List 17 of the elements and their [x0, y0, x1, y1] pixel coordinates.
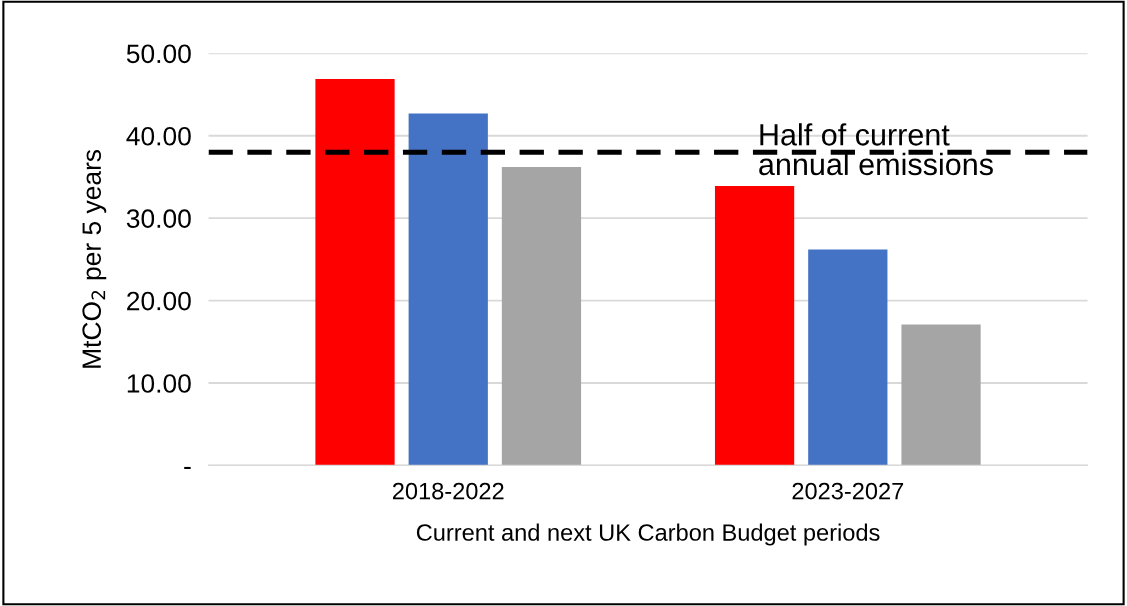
- x-axis-title: Current and next UK Carbon Budget periods: [416, 523, 880, 546]
- bar: [315, 78, 395, 466]
- y-axis-title: MtCO$_{2}$ per 5 years: [82, 149, 107, 368]
- x-tick-label: 2023-2027: [792, 482, 904, 500]
- y-tick-label: 40.00: [126, 126, 191, 146]
- x-tick-label: 2018-2022: [392, 482, 504, 500]
- y-tick-label: 30.00: [126, 209, 191, 228]
- bar: [501, 167, 582, 466]
- bar: [808, 249, 888, 466]
- y-tick-label: 50.00: [126, 44, 191, 64]
- bar: [901, 324, 981, 466]
- y-tick-label: -: [184, 466, 191, 469]
- ref-line-label: Half of current annual emissions: [759, 123, 993, 176]
- y-tick-label: 20.00: [127, 291, 191, 311]
- bar: [408, 113, 488, 466]
- bar: [714, 186, 795, 466]
- y-tick-label: 10.00: [127, 374, 191, 393]
